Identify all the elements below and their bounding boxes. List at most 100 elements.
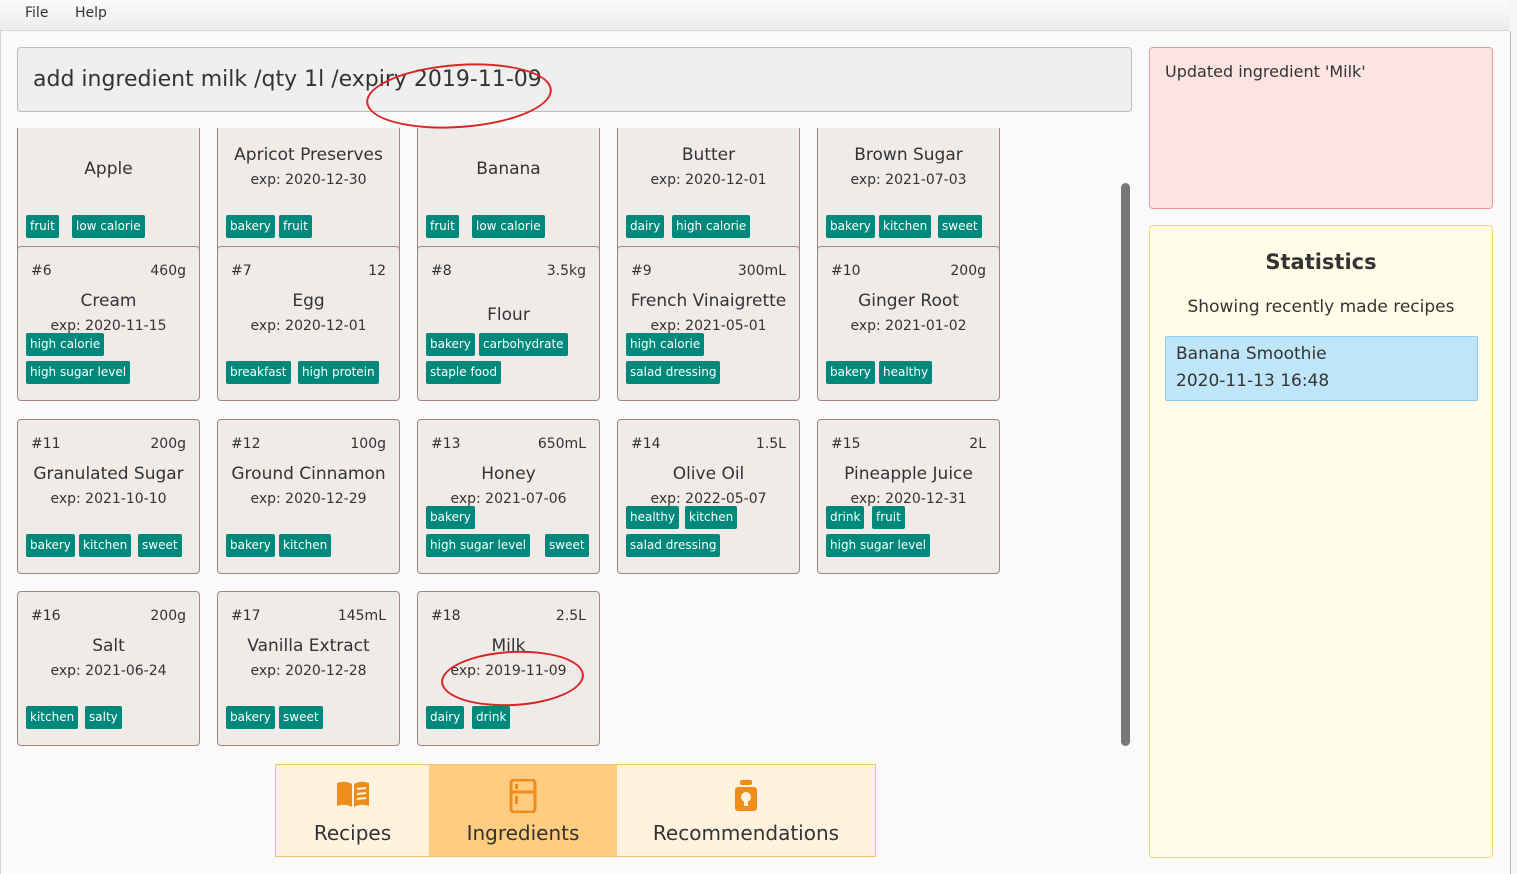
command-input[interactable] (33, 48, 1131, 111)
ingredient-quantity: 2.5L (555, 608, 586, 624)
ingredient-name: Olive Oil (672, 464, 745, 484)
tab-recommendations[interactable]: Recommendations (617, 765, 875, 856)
ingredient-card[interactable]: #17 145mL Vanilla Extract exp: 2020-12-28 ba… (217, 591, 400, 746)
ingredient-name: Ginger Root (858, 291, 959, 311)
ingredient-expiry: exp: 2021-07-03 (850, 172, 967, 188)
ingredient-tag: breakfast (226, 361, 291, 384)
ingredient-tag: bakery (226, 706, 275, 729)
ingredient-card[interactable]: Brown Sugar exp: 2021-07-03 bakery kitchen s… (817, 128, 1000, 255)
tab-ingredients-label: Ingredients (466, 821, 580, 845)
statistics-title: Statistics (1265, 250, 1377, 274)
ingredient-tag: healthy (626, 506, 680, 529)
ingredient-tag: sweet (938, 215, 982, 238)
tab-ingredients[interactable]: Ingredients (429, 765, 617, 856)
result-message: Updated ingredient 'Milk' (1165, 62, 1366, 81)
statistics-panel: Statistics Showing recently made recipes… (1149, 225, 1493, 858)
ingredient-tag: low calorie (472, 215, 545, 238)
ingredient-index: #18 (431, 608, 461, 624)
ingredient-card[interactable]: Apple fruit low calorie (17, 128, 200, 255)
ingredient-name: Apple (84, 159, 133, 179)
ingredient-tag: high sugar level (426, 534, 531, 557)
ingredient-tag: bakery (826, 361, 875, 384)
scrollbar[interactable] (1121, 183, 1130, 746)
ingredient-name: Apricot Preserves (234, 145, 383, 165)
ingredient-card[interactable]: Apricot Preserves exp: 2020-12-30 bakery fr… (217, 128, 400, 255)
ingredient-card[interactable]: #6 460g Cream exp: 2020-11-15 high calorie hi… (17, 246, 200, 401)
ingredient-tag: bakery (426, 506, 475, 529)
ingredient-name: Pineapple Juice (844, 464, 973, 484)
ingredient-tag: sweet (279, 706, 323, 729)
ingredient-tag: high sugar level (826, 534, 931, 557)
ingredient-card[interactable]: #14 1.5L Olive Oil exp: 2022-05-07 healthy ki… (617, 419, 800, 574)
ingredient-tag: drink (472, 706, 511, 729)
ingredient-card[interactable]: #18 2.5L Milk exp: 2019-11-09 dairy drink (417, 591, 600, 746)
ingredient-tag: high calorie (672, 215, 751, 238)
ingredient-tag: bakery (826, 215, 875, 238)
ingredient-name: Egg (292, 291, 325, 311)
ingredient-list[interactable]: Apple fruit low calorie Apricot Preserves ex… (17, 128, 1117, 750)
tab-recommendations-label: Recommendations (652, 821, 840, 845)
menu-bar: File Help (0, 0, 1509, 31)
ingredient-index: #17 (231, 608, 261, 624)
ingredient-card[interactable]: #12 100g Ground Cinnamon exp: 2020-12-29 bak… (217, 419, 400, 574)
tab-recipes[interactable]: Recipes (276, 765, 429, 856)
ingredient-quantity: 2L (969, 436, 986, 452)
ingredient-tag: dairy (626, 215, 665, 238)
ingredient-name: Cream (80, 291, 137, 311)
ingredient-card[interactable]: #7 12 Egg exp: 2020-12-01 breakfast high prot… (217, 246, 400, 401)
ingredient-quantity: 3.5kg (546, 263, 586, 279)
ingredient-card[interactable]: #13 650mL Honey exp: 2021-07-06 bakery high s… (417, 419, 600, 574)
ingredient-card[interactable]: #9 300mL French Vinaigrette exp: 2021-05-01… (617, 246, 800, 401)
ingredient-index: #14 (631, 436, 661, 452)
command-box[interactable] (17, 47, 1132, 112)
ingredient-name: Milk (491, 636, 526, 656)
ingredient-expiry: exp: 2021-06-24 (50, 663, 167, 679)
ingredient-card[interactable]: #16 200g Salt exp: 2021-06-24 kitchen salty (17, 591, 200, 746)
ingredient-tag: fruit (426, 215, 459, 238)
ingredient-tag: staple food (426, 361, 501, 384)
ingredient-name: Salt (92, 636, 125, 656)
ingredient-tag: high calorie (626, 333, 705, 356)
ingredient-tag: salad dressing (626, 534, 721, 557)
ingredient-quantity: 200g (950, 263, 986, 279)
ingredient-quantity: 300mL (737, 263, 786, 279)
ingredient-tag: sweet (545, 534, 589, 557)
menu-help[interactable]: Help (75, 5, 107, 21)
book-icon (335, 779, 371, 813)
ingredient-tag: drink (826, 506, 865, 529)
ingredient-expiry: exp: 2020-12-28 (250, 663, 367, 679)
ingredient-tag: high calorie (26, 333, 105, 356)
ingredient-tag: fruit (26, 215, 59, 238)
ingredient-tag: kitchen (279, 534, 332, 557)
ingredient-quantity: 1.5L (755, 436, 786, 452)
ingredient-name: Vanilla Extract (247, 636, 370, 656)
ingredient-card[interactable]: #10 200g Ginger Root exp: 2021-01-02 bakery h… (817, 246, 1000, 401)
ingredient-index: #13 (431, 436, 461, 452)
ingredient-tag: bakery (226, 534, 275, 557)
ingredient-tag: salad dressing (626, 361, 721, 384)
ingredient-name: Flour (487, 305, 530, 325)
ingredient-card[interactable]: #15 2L Pineapple Juice exp: 2020-12-31 drink… (817, 419, 1000, 574)
menu-file[interactable]: File (25, 5, 49, 21)
ingredient-quantity: 200g (150, 436, 186, 452)
ingredient-tag: high sugar level (26, 361, 131, 384)
ingredient-expiry: exp: 2020-12-29 (250, 491, 367, 507)
ingredient-tag: kitchen (879, 215, 932, 238)
tab-bar: Recipes Ingredients Recommendations (275, 764, 876, 857)
stats-item[interactable]: Banana Smoothie 2020-11-13 16:48 (1165, 336, 1478, 401)
ingredient-index: #7 (231, 263, 252, 279)
ingredient-quantity: 145mL (337, 608, 386, 624)
ingredient-card[interactable]: #11 200g Granulated Sugar exp: 2021-10-10 ba… (17, 419, 200, 574)
ingredient-expiry: exp: 2020-11-15 (50, 318, 167, 334)
ingredient-expiry: exp: 2020-12-01 (250, 318, 367, 334)
ingredient-expiry: exp: 2020-12-31 (850, 491, 967, 507)
ingredient-quantity: 650mL (537, 436, 586, 452)
ingredient-card[interactable]: Butter exp: 2020-12-01 dairy high calorie (617, 128, 800, 255)
ingredient-tag: carbohydrate (479, 333, 568, 356)
ingredient-expiry: exp: 2020-12-30 (250, 172, 367, 188)
ingredient-tag: kitchen (685, 506, 738, 529)
ingredient-card[interactable]: #8 3.5kg Flour bakery carbohydrate staple foo… (417, 246, 600, 401)
ingredient-card[interactable]: Banana fruit low calorie (417, 128, 600, 255)
statistics-subtitle: Showing recently made recipes (1187, 297, 1455, 317)
ingredient-tag: fruit (279, 215, 312, 238)
